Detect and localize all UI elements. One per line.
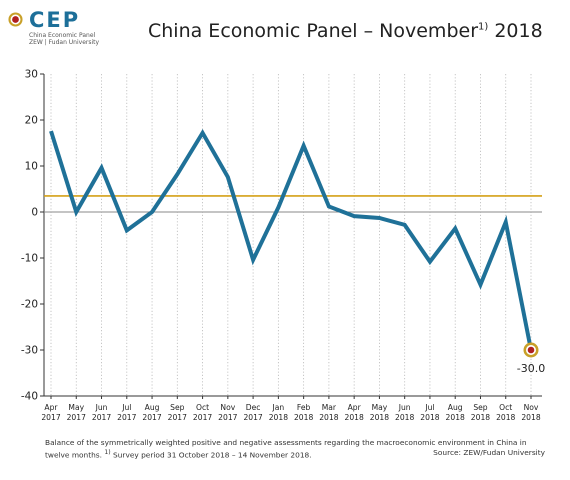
title-main: China Economic Panel – November bbox=[148, 20, 479, 42]
logo-subtitle-2: ZEW | Fudan University bbox=[29, 39, 100, 46]
x-tick-label-year: 2018 bbox=[420, 413, 439, 422]
x-tick-label-month: Mar bbox=[322, 403, 337, 412]
x-tick-label-month: Jul bbox=[424, 403, 434, 412]
x-tick-label-year: 2018 bbox=[294, 413, 313, 422]
x-tick-label-month: Oct bbox=[499, 403, 512, 412]
series-line bbox=[49, 128, 533, 351]
cep-logo-icon bbox=[8, 12, 23, 27]
x-tick-label-year: 2018 bbox=[471, 413, 490, 422]
x-tick-label-year: 2017 bbox=[117, 413, 136, 422]
chart-caption: Balance of the symmetrically weighted po… bbox=[45, 438, 545, 460]
y-tick-label: -10 bbox=[21, 253, 38, 265]
x-tick-label-month: Nov bbox=[524, 403, 539, 412]
y-tick-label: 30 bbox=[25, 69, 38, 81]
last-value-label: -30.0 bbox=[517, 362, 545, 375]
caption-source: Source: ZEW/Fudan University bbox=[433, 448, 545, 457]
data-point bbox=[478, 283, 482, 287]
data-point bbox=[428, 260, 432, 264]
logo-text: CEP bbox=[29, 8, 81, 32]
x-tick-label-month: Jun bbox=[95, 403, 108, 412]
data-point bbox=[403, 223, 407, 227]
data-point bbox=[201, 131, 205, 135]
caption-survey-period: Survey period 31 October 2018 – 14 Novem… bbox=[113, 450, 312, 460]
x-tick-label-year: 2017 bbox=[243, 413, 262, 422]
caption-footnote-mark: 1) bbox=[104, 449, 111, 456]
x-tick-label-year: 2018 bbox=[370, 413, 389, 422]
x-tick-label-month: Aug bbox=[448, 403, 463, 412]
x-tick-label-month: Apr bbox=[348, 403, 362, 412]
x-tick-label-month: Nov bbox=[220, 403, 235, 412]
data-point bbox=[74, 210, 78, 214]
x-tick-label-month: Apr bbox=[44, 403, 58, 412]
data-point bbox=[175, 172, 179, 176]
x-tick-label-year: 2017 bbox=[67, 413, 86, 422]
data-point bbox=[150, 210, 154, 214]
x-tick-label-year: 2018 bbox=[521, 413, 540, 422]
data-point bbox=[100, 166, 104, 170]
cep-logo: CEP China Economic Panel ZEW | Fudan Uni… bbox=[8, 8, 128, 50]
data-point bbox=[504, 220, 508, 224]
data-point bbox=[327, 204, 331, 208]
x-tick-label-year: 2018 bbox=[496, 413, 515, 422]
data-point bbox=[377, 216, 381, 220]
data-point bbox=[302, 144, 306, 148]
logo-subtitle-1: China Economic Panel bbox=[29, 32, 96, 39]
data-point bbox=[453, 227, 457, 231]
data-point bbox=[49, 129, 53, 133]
y-tick-label: 20 bbox=[25, 115, 38, 127]
x-tick-label-month: Sep bbox=[473, 403, 487, 412]
x-tick-label-year: 2017 bbox=[92, 413, 111, 422]
data-point bbox=[226, 175, 230, 179]
y-tick-label: -30 bbox=[21, 345, 38, 357]
x-tick-label-year: 2018 bbox=[269, 413, 288, 422]
x-tick-label-month: Jan bbox=[272, 403, 285, 412]
x-tick-label-month: Dec bbox=[246, 403, 261, 412]
x-tick-label-year: 2018 bbox=[395, 413, 414, 422]
x-tick-label-year: 2018 bbox=[344, 413, 363, 422]
x-tick-label-month: May bbox=[68, 403, 84, 412]
data-point bbox=[276, 205, 280, 209]
caption-line-1: Balance of the symmetrically weighted po… bbox=[45, 438, 527, 447]
y-tick-label: -40 bbox=[21, 391, 38, 403]
data-point bbox=[352, 214, 356, 218]
y-tick-label: 0 bbox=[31, 207, 38, 219]
x-tick-label-month: Jul bbox=[121, 403, 131, 412]
x-tick-label-month: Feb bbox=[297, 403, 311, 412]
x-tick-label-year: 2017 bbox=[142, 413, 161, 422]
caption-line-2: twelve months. 1) Survey period 31 Octob… bbox=[45, 448, 312, 460]
x-tick-label-month: Jun bbox=[398, 403, 411, 412]
last-point-marker-inner bbox=[527, 346, 535, 354]
x-tick-label-year: 2018 bbox=[319, 413, 338, 422]
x-tick-label-month: Sep bbox=[170, 403, 184, 412]
title-year: 2018 bbox=[494, 20, 543, 42]
x-tick-label-month: Aug bbox=[145, 403, 160, 412]
page-title: China Economic Panel – November1) 2018 bbox=[148, 20, 543, 42]
data-point bbox=[251, 258, 255, 262]
x-tick-label-year: 2018 bbox=[446, 413, 465, 422]
x-tick-label-month: Oct bbox=[196, 403, 209, 412]
x-tick-label-year: 2017 bbox=[168, 413, 187, 422]
y-tick-label: 10 bbox=[25, 161, 38, 173]
data-point bbox=[125, 228, 129, 232]
y-tick-label: -20 bbox=[21, 299, 38, 311]
caption-twelve-months: twelve months. bbox=[45, 450, 102, 460]
x-tick-label-year: 2017 bbox=[218, 413, 237, 422]
title-footnote-mark: 1) bbox=[478, 21, 489, 33]
x-tick-label-year: 2017 bbox=[193, 413, 212, 422]
x-tick-label-year: 2017 bbox=[41, 413, 60, 422]
x-tick-label-month: May bbox=[372, 403, 388, 412]
